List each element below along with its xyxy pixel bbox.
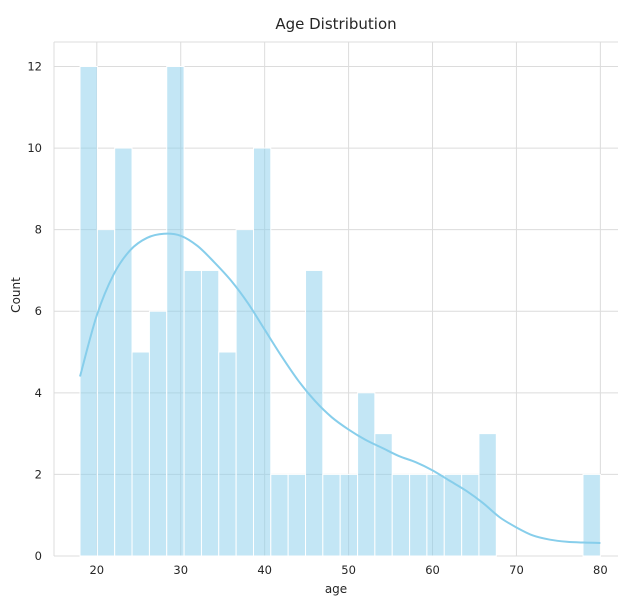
histogram-bar-2: [114, 147, 133, 557]
kde-curve: [79, 232, 601, 544]
x-tick-label-3: 50: [341, 563, 356, 577]
y-axis-label: Count: [9, 277, 23, 313]
x-tick-label-1: 30: [173, 563, 188, 577]
histogram-bar-4: [148, 310, 168, 557]
histogram-bar-18: [391, 473, 411, 557]
chart-title: Age Distribution: [275, 15, 396, 33]
x-tick-label-2: 40: [257, 563, 272, 577]
y-tick-label-1: 2: [35, 467, 42, 481]
histogram-bar-6: [183, 269, 202, 557]
histogram-bars: [79, 65, 601, 557]
histogram-bar-9: [235, 229, 254, 557]
histogram-bar-10: [252, 147, 272, 557]
histogram-bar-0: [79, 65, 98, 557]
x-tick-label-4: 60: [425, 563, 440, 577]
x-tick-label-6: 80: [593, 563, 608, 577]
x-tick-label-0: 20: [89, 563, 104, 577]
histogram-bar-14: [322, 473, 341, 557]
y-tick-label-2: 4: [35, 386, 42, 400]
histogram-bar-7: [200, 269, 220, 557]
histogram-bar-13: [305, 269, 324, 557]
histogram-bar-15: [339, 473, 359, 557]
histogram-bar-23: [478, 433, 497, 557]
x-tick-label-5: 70: [509, 563, 524, 577]
histogram-bar-5: [166, 65, 185, 557]
x-axis-label: age: [325, 582, 347, 596]
histogram-bar-20: [426, 473, 445, 557]
histogram-bar-29: [582, 473, 601, 557]
histogram-bar-12: [287, 473, 307, 557]
histogram-bar-3: [131, 351, 150, 557]
y-tick-label-4: 8: [35, 223, 42, 237]
histogram-bar-22: [461, 473, 480, 557]
kde-layer: [79, 232, 601, 544]
y-tick-label-6: 12: [27, 59, 42, 73]
histogram-bar-8: [218, 351, 237, 557]
histogram-bar-19: [409, 473, 428, 557]
y-tick-labels: 0 2 4 6 8 10 12: [27, 59, 42, 563]
x-tick-labels: 20 30 40 50 60 70 80: [89, 563, 607, 577]
histogram-bar-11: [270, 473, 289, 557]
y-tick-label-3: 6: [35, 304, 42, 318]
y-tick-label-5: 10: [27, 141, 42, 155]
histogram-bar-16: [357, 392, 376, 557]
y-tick-label-0: 0: [35, 549, 42, 563]
